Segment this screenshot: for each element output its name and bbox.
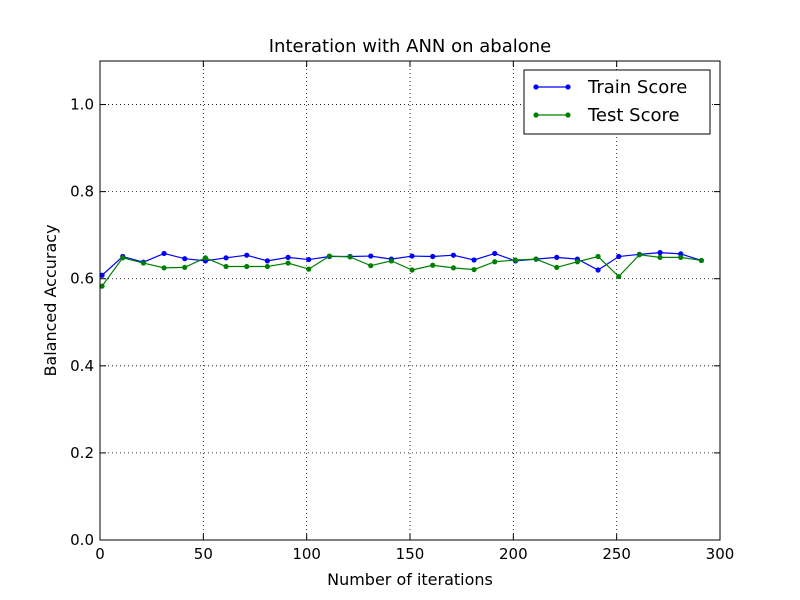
- data-point: [450, 252, 456, 258]
- x-tick-label: 50: [194, 545, 213, 563]
- data-point: [533, 256, 539, 262]
- data-point: [636, 252, 643, 258]
- data-point: [182, 256, 188, 262]
- legend-item: Train Score: [533, 77, 687, 98]
- data-point: [492, 250, 498, 257]
- data-point: [347, 254, 353, 260]
- legend-marker: [533, 112, 539, 118]
- data-point: [264, 258, 270, 264]
- data-point: [306, 256, 312, 263]
- data-point: [285, 254, 291, 260]
- data-point: [182, 264, 188, 271]
- legend-marker: [533, 84, 539, 90]
- data-point: [326, 253, 332, 259]
- data-point: [202, 255, 208, 261]
- data-point: [554, 264, 560, 271]
- y-tick-label: 0.2: [70, 444, 94, 462]
- data-point: [306, 266, 312, 272]
- data-point: [285, 260, 291, 266]
- y-tick-label: 0.4: [70, 357, 94, 375]
- data-point: [223, 263, 229, 270]
- x-axis-label: Number of iterations: [327, 570, 493, 589]
- y-tick-label: 1.0: [70, 96, 94, 114]
- x-tick-label: 250: [602, 545, 631, 563]
- y-tick-label: 0.6: [70, 270, 94, 288]
- data-point: [99, 272, 105, 278]
- data-point: [409, 267, 415, 273]
- data-point: [450, 265, 456, 271]
- data-point: [244, 263, 250, 270]
- data-point: [595, 267, 601, 273]
- data-point: [616, 253, 622, 260]
- data-point: [99, 283, 105, 289]
- legend-label: Test Score: [587, 105, 680, 126]
- legend-marker: [565, 84, 571, 90]
- series-line: [101, 254, 702, 287]
- chart-title: Interation with ANN on abalone: [269, 36, 551, 57]
- data-point: [657, 250, 663, 256]
- data-point: [492, 259, 498, 265]
- data-point: [161, 250, 167, 257]
- data-point: [161, 265, 167, 271]
- data-point: [409, 253, 415, 259]
- data-point: [678, 254, 684, 260]
- data-point: [574, 259, 581, 265]
- data-point: [430, 253, 436, 260]
- x-tick-label: 200: [499, 545, 528, 563]
- legend: Train Score Test Score: [523, 69, 711, 135]
- series-line: [101, 251, 702, 276]
- axis-ticks: 0 50 100 150 200 250 300 0.0 0.2 0.4 0.6 0.8 1.0: [70, 61, 734, 563]
- data-point: [244, 252, 250, 258]
- data-point: [657, 254, 663, 260]
- data-point: [388, 258, 394, 264]
- y-axis-label: Balanced Accuracy: [41, 224, 60, 376]
- series-0: [99, 250, 705, 278]
- data-point: [368, 263, 374, 269]
- data-point: [512, 257, 519, 263]
- data-point: [698, 257, 705, 264]
- legend-label: Train Score: [587, 77, 687, 98]
- data-point: [430, 262, 436, 268]
- legend-box: [523, 69, 711, 135]
- y-tick-label: 0.8: [70, 183, 94, 201]
- data-point: [264, 263, 270, 270]
- data-point: [120, 255, 126, 261]
- x-tick-label: 300: [706, 545, 735, 563]
- x-tick-label: 150: [396, 545, 425, 563]
- data-point: [595, 253, 601, 260]
- series-1: [99, 252, 705, 289]
- x-tick-label: 0: [95, 545, 105, 563]
- data-point: [368, 253, 374, 259]
- data-point: [471, 266, 477, 273]
- data-point: [223, 255, 229, 261]
- y-tick-label: 0.0: [70, 531, 94, 549]
- legend-marker: [565, 112, 571, 118]
- x-tick-label: 100: [292, 545, 321, 563]
- data-point: [140, 260, 146, 266]
- data-point: [471, 257, 477, 263]
- data-point: [616, 273, 622, 280]
- legend-item: Test Score: [533, 105, 680, 126]
- series-layer: [99, 250, 705, 289]
- data-point: [554, 254, 560, 260]
